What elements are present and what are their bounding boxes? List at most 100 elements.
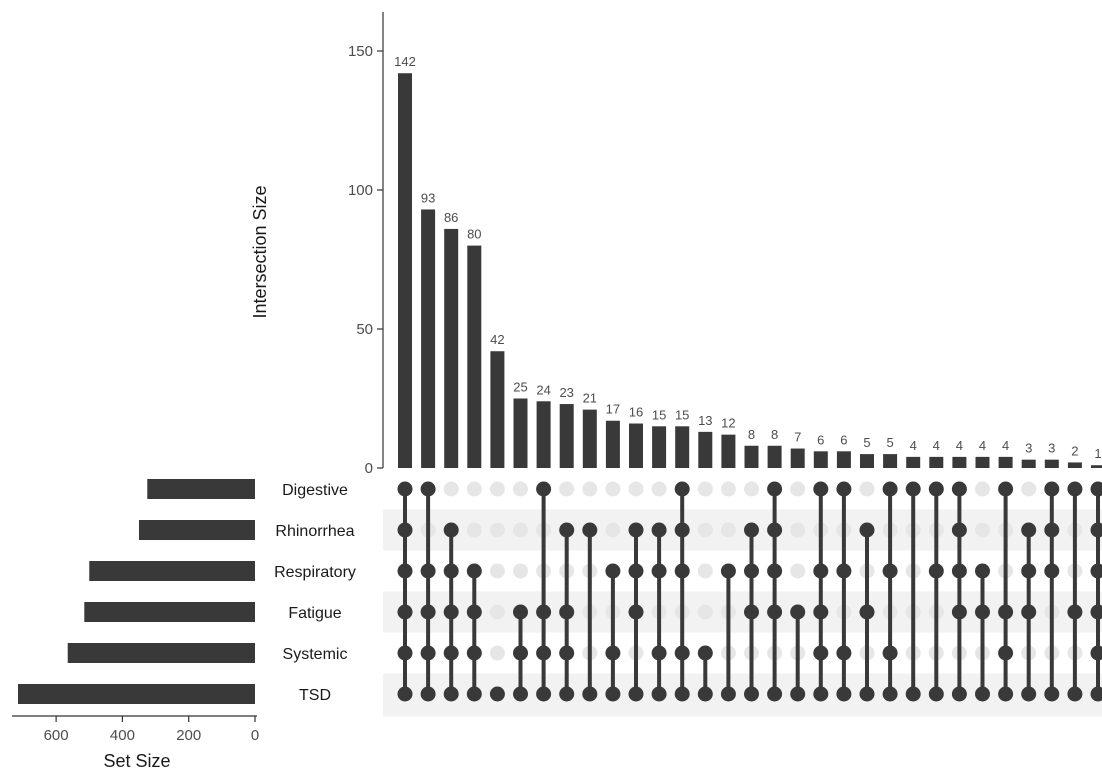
matrix-dot-on bbox=[628, 686, 644, 702]
matrix-dot-off bbox=[697, 481, 713, 497]
matrix-dot-on bbox=[1044, 481, 1060, 497]
matrix-dot-on bbox=[628, 563, 644, 579]
matrix-dot-on bbox=[1090, 604, 1102, 620]
matrix-dot-on bbox=[443, 563, 459, 579]
intersection-bar bbox=[975, 456, 990, 468]
set-size-x-axis: 600 400 200 0 bbox=[12, 715, 259, 744]
matrix-dot-on bbox=[882, 686, 898, 702]
matrix-dot-on bbox=[998, 686, 1014, 702]
matrix-dot-on bbox=[466, 645, 482, 661]
intersection-value-label: 23 bbox=[559, 385, 573, 400]
matrix-dot-on bbox=[397, 645, 413, 661]
intersection-value-label: 12 bbox=[721, 416, 735, 431]
matrix-dot-on bbox=[790, 604, 806, 620]
set-size-bar bbox=[147, 479, 255, 499]
set-name-label: TSD bbox=[299, 687, 331, 704]
matrix-dot-on bbox=[859, 604, 875, 620]
matrix-dot-on bbox=[1044, 686, 1060, 702]
matrix-dot-on bbox=[836, 645, 852, 661]
matrix-dot-on bbox=[420, 481, 436, 497]
matrix-dot-on bbox=[420, 686, 436, 702]
intersection-bar bbox=[490, 351, 505, 468]
matrix-dot-off bbox=[790, 481, 806, 497]
x-tick-label: 400 bbox=[110, 727, 135, 744]
intersection-value-label: 7 bbox=[794, 430, 801, 445]
matrix-dot-on bbox=[559, 604, 575, 620]
matrix-dot-on bbox=[813, 563, 829, 579]
matrix-dot-on bbox=[674, 481, 690, 497]
matrix-dot-on bbox=[1021, 604, 1037, 620]
matrix-dot-on bbox=[397, 604, 413, 620]
matrix-dot-on bbox=[1090, 522, 1102, 538]
set-size-bar bbox=[84, 602, 256, 622]
matrix-dot-on bbox=[443, 645, 459, 661]
matrix-dot-off bbox=[720, 522, 736, 538]
matrix-dot-off bbox=[975, 522, 990, 538]
matrix-dot-off bbox=[443, 481, 459, 497]
matrix-dot-off bbox=[720, 481, 736, 497]
matrix-dot-on bbox=[720, 686, 736, 702]
matrix-dot-on bbox=[1067, 481, 1083, 497]
matrix-dot-on bbox=[443, 604, 459, 620]
set-name-label: Fatigue bbox=[288, 605, 341, 622]
matrix-dot-on bbox=[859, 686, 875, 702]
intersection-value-label: 1 bbox=[1094, 446, 1101, 461]
matrix-dot-on bbox=[628, 604, 644, 620]
matrix-dot-on bbox=[813, 481, 829, 497]
intersection-bar bbox=[836, 451, 851, 468]
matrix-dot-on bbox=[1067, 604, 1083, 620]
intersection-bar bbox=[744, 445, 759, 468]
intersection-bar bbox=[444, 228, 459, 468]
intersection-value-label: 42 bbox=[490, 332, 504, 347]
matrix-dot-on bbox=[975, 563, 990, 579]
matrix-dot-on bbox=[536, 686, 552, 702]
intersection-bar bbox=[698, 431, 713, 468]
intersection-value-label: 4 bbox=[933, 438, 940, 453]
intersection-bar bbox=[652, 426, 667, 468]
matrix-dot-on bbox=[466, 563, 482, 579]
matrix-dot-off bbox=[489, 481, 505, 497]
matrix-dot-off bbox=[697, 604, 713, 620]
y-tick-label: 0 bbox=[365, 460, 373, 477]
matrix-dot-on bbox=[582, 686, 598, 702]
intersection-value-label: 3 bbox=[1025, 441, 1032, 456]
matrix-dot-on bbox=[720, 563, 736, 579]
x-tick-label: 600 bbox=[44, 727, 69, 744]
matrix-dot-on bbox=[905, 686, 921, 702]
matrix-dot-on bbox=[605, 645, 621, 661]
matrix-dot-on bbox=[836, 686, 852, 702]
intersection-value-label: 24 bbox=[536, 382, 550, 397]
set-size-bar bbox=[89, 561, 255, 581]
matrix-dot-on bbox=[859, 522, 875, 538]
intersection-value-label: 4 bbox=[979, 438, 986, 453]
set-name-label: Digestive bbox=[282, 482, 348, 499]
matrix-dot-on bbox=[513, 604, 528, 620]
intersection-bar bbox=[1091, 465, 1102, 468]
intersection-bar bbox=[559, 404, 574, 468]
intersection-bar bbox=[813, 451, 828, 468]
intersection-bar bbox=[605, 420, 620, 468]
matrix-dot-on bbox=[767, 522, 783, 538]
matrix-dot-on bbox=[651, 645, 667, 661]
matrix-dot-on bbox=[674, 645, 690, 661]
matrix-dot-on bbox=[975, 604, 990, 620]
matrix-dot-on bbox=[443, 522, 459, 538]
matrix-dot-on bbox=[882, 481, 898, 497]
intersection-bar bbox=[1044, 459, 1059, 468]
matrix-dot-off bbox=[697, 522, 713, 538]
intersection-bar bbox=[767, 445, 782, 468]
intersection-bar bbox=[952, 456, 967, 468]
intersection-bar bbox=[675, 426, 690, 468]
matrix-dot-on bbox=[767, 686, 783, 702]
matrix-dot-on bbox=[536, 481, 552, 497]
intersection-bar bbox=[629, 423, 643, 468]
matrix-dot-on bbox=[628, 522, 644, 538]
intersection-bar bbox=[421, 209, 436, 468]
matrix-dot-off bbox=[466, 481, 482, 497]
matrix-dot-on bbox=[836, 481, 852, 497]
matrix-dot-on bbox=[397, 522, 413, 538]
intersection-value-label: 15 bbox=[675, 407, 689, 422]
intersection-bar bbox=[906, 456, 921, 468]
matrix-dot-on bbox=[1090, 686, 1102, 702]
matrix-dot-on bbox=[489, 686, 505, 702]
